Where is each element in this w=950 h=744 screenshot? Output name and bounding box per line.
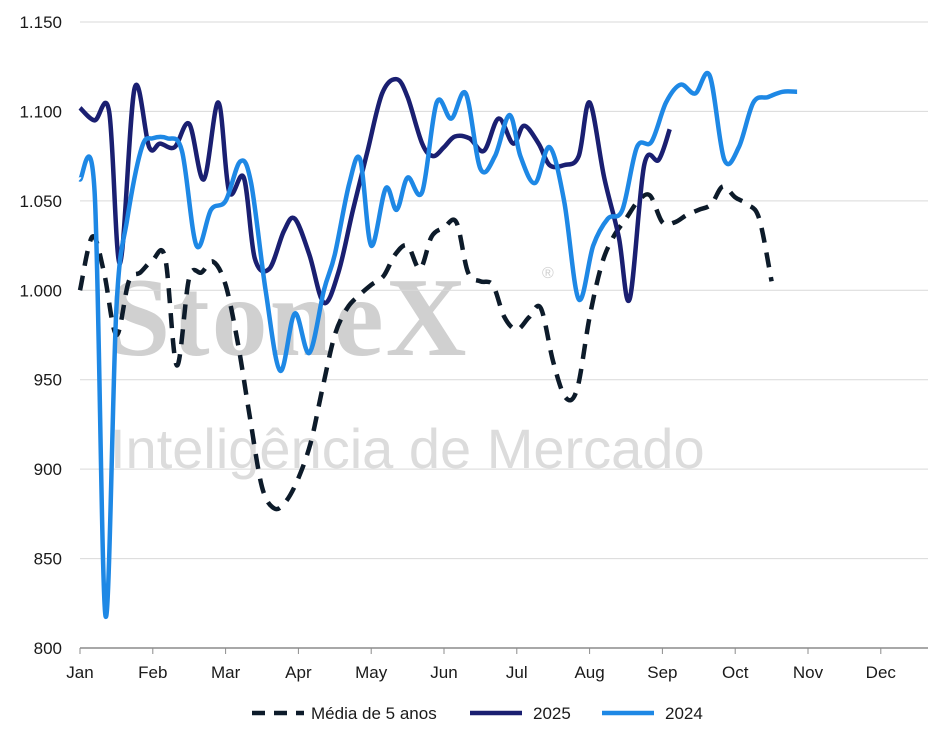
x-tick-label: Nov bbox=[793, 663, 824, 682]
watermark-brand: StoneX bbox=[108, 256, 468, 380]
y-tick-label: 1.050 bbox=[19, 192, 62, 211]
x-tick-label: Aug bbox=[574, 663, 604, 682]
x-tick-label: Mar bbox=[211, 663, 241, 682]
legend-label: 2025 bbox=[533, 704, 571, 723]
watermark-registered-mark: ® bbox=[542, 265, 554, 282]
x-tick-label: Feb bbox=[138, 663, 167, 682]
watermark-tagline: Inteligência de Mercado bbox=[110, 417, 705, 480]
x-tick-label: Dec bbox=[866, 663, 897, 682]
legend-item-2024: 2024 bbox=[602, 704, 703, 723]
y-tick-label: 950 bbox=[34, 371, 62, 390]
legend-label: 2024 bbox=[665, 704, 703, 723]
legend-label: Média de 5 anos bbox=[311, 704, 437, 723]
y-tick-label: 800 bbox=[34, 639, 62, 658]
y-tick-label: 1.100 bbox=[19, 102, 62, 121]
series-2024-line bbox=[77, 70, 798, 619]
y-tick-label: 1.000 bbox=[19, 281, 62, 300]
y-tick-label: 900 bbox=[34, 460, 62, 479]
x-tick-label: Oct bbox=[722, 663, 749, 682]
legend-item-media-5-anos: Média de 5 anos bbox=[252, 704, 437, 723]
x-tick-label: Jul bbox=[506, 663, 528, 682]
series-group bbox=[77, 70, 798, 619]
y-tick-label: 1.150 bbox=[19, 13, 62, 32]
series-2025-line bbox=[78, 76, 672, 306]
legend-item-2025: 2025 bbox=[470, 704, 571, 723]
y-axis-ticks: 800 850 900 950 1.000 1.050 1.100 1.150 bbox=[19, 13, 62, 658]
y-tick-label: 850 bbox=[34, 550, 62, 569]
x-tick-label: Jan bbox=[66, 663, 93, 682]
x-tick-label: Jun bbox=[430, 663, 457, 682]
x-axis-ticks: Jan Feb Mar Apr May Jun Jul Aug Sep Oct Nov Dec bbox=[66, 648, 896, 682]
x-tick-label: May bbox=[355, 663, 388, 682]
legend: Média de 5 anos 2025 2024 bbox=[252, 704, 703, 723]
stonex-watermark: StoneX ® Inteligência de Mercado bbox=[108, 256, 705, 480]
x-tick-label: Sep bbox=[647, 663, 677, 682]
x-tick-label: Apr bbox=[285, 663, 312, 682]
